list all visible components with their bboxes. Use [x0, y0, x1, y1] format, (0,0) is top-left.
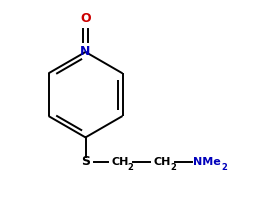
Text: O: O — [80, 12, 91, 25]
Text: NMe: NMe — [193, 157, 221, 167]
Text: CH: CH — [154, 157, 171, 167]
Text: N: N — [80, 45, 91, 58]
Text: 2: 2 — [222, 163, 228, 172]
Text: 2: 2 — [170, 163, 176, 172]
Text: S: S — [81, 155, 90, 169]
Text: 2: 2 — [128, 163, 134, 172]
Text: CH: CH — [112, 157, 129, 167]
